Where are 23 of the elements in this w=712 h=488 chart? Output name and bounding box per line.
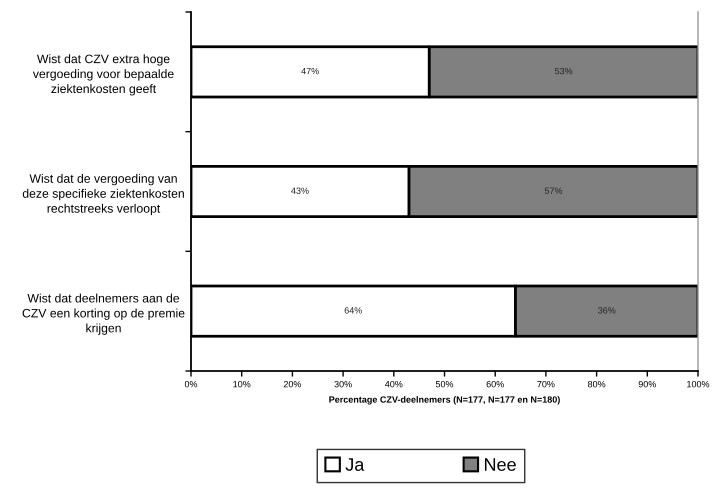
y-tick-label: Wist dat de vergoeding van deze specifieke ziektenkosten rechtstreeks verloopt xyxy=(22,174,184,216)
x-axis-title: Percentage CZV-deelnemers (N=177, N=177 en N=180) xyxy=(329,396,560,405)
x-tick-label: 60% xyxy=(486,380,504,388)
x-tick-label: 50% xyxy=(436,380,454,388)
data-label: 57% xyxy=(544,188,562,194)
legend-label: Nee xyxy=(484,458,516,471)
x-tick-label: 70% xyxy=(537,380,555,388)
x-tick-label: 80% xyxy=(588,380,606,388)
legend-label: Ja xyxy=(346,458,364,471)
x-tick-label: 30% xyxy=(334,380,352,388)
x-tick-label: 10% xyxy=(233,380,250,388)
data-label: 36% xyxy=(598,307,616,314)
x-tick-label: 90% xyxy=(638,380,656,388)
x-tick-label: 20% xyxy=(284,380,302,388)
x-tick-label: 100% xyxy=(687,380,710,388)
data-label: 53% xyxy=(554,68,572,74)
data-label: 43% xyxy=(291,188,309,194)
data-label: 64% xyxy=(344,307,362,314)
data-label: 47% xyxy=(301,68,319,74)
x-tick-label: 0% xyxy=(184,380,198,388)
x-tick-label: 40% xyxy=(384,380,403,388)
y-tick-label: Wist dat CZV extra hoge vergoeding voor bepaalde ziektenkosten geeft xyxy=(32,54,174,96)
y-tick-label: Wist dat deelnemers aan de CZV een korting op de premie krijgen xyxy=(22,294,184,335)
